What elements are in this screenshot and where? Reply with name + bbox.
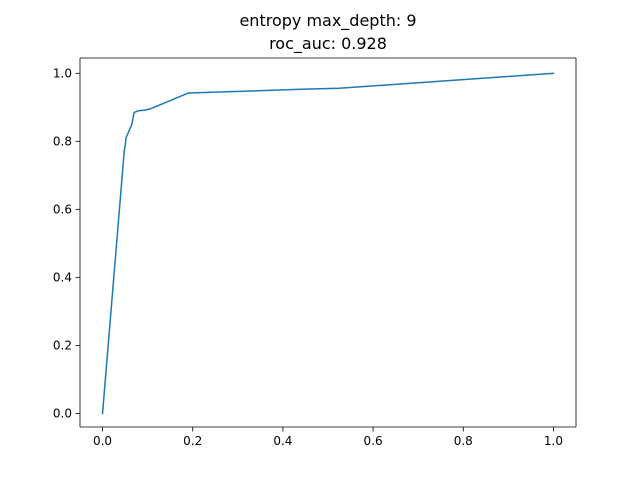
chart-title-line-2: roc_auc: 0.928 — [269, 34, 387, 53]
y-tick-label: 1.0 — [53, 67, 72, 81]
y-tick-label: 0.2 — [53, 339, 72, 353]
x-tick-label: 1.0 — [544, 434, 563, 448]
x-tick-label: 0.2 — [183, 434, 202, 448]
x-tick-label: 0.6 — [364, 434, 383, 448]
y-tick-label: 0.8 — [53, 135, 72, 149]
y-tick-label: 0.6 — [53, 203, 72, 217]
y-tick-label: 0.0 — [53, 407, 72, 421]
roc-curve-line — [101, 72, 555, 415]
x-tick-label: 0.4 — [273, 434, 292, 448]
x-tick-label: 0.0 — [93, 434, 112, 448]
chart-title-line-1: entropy max_depth: 9 — [239, 11, 417, 30]
y-tick-label: 0.4 — [53, 271, 72, 285]
x-tick-label: 0.8 — [454, 434, 473, 448]
